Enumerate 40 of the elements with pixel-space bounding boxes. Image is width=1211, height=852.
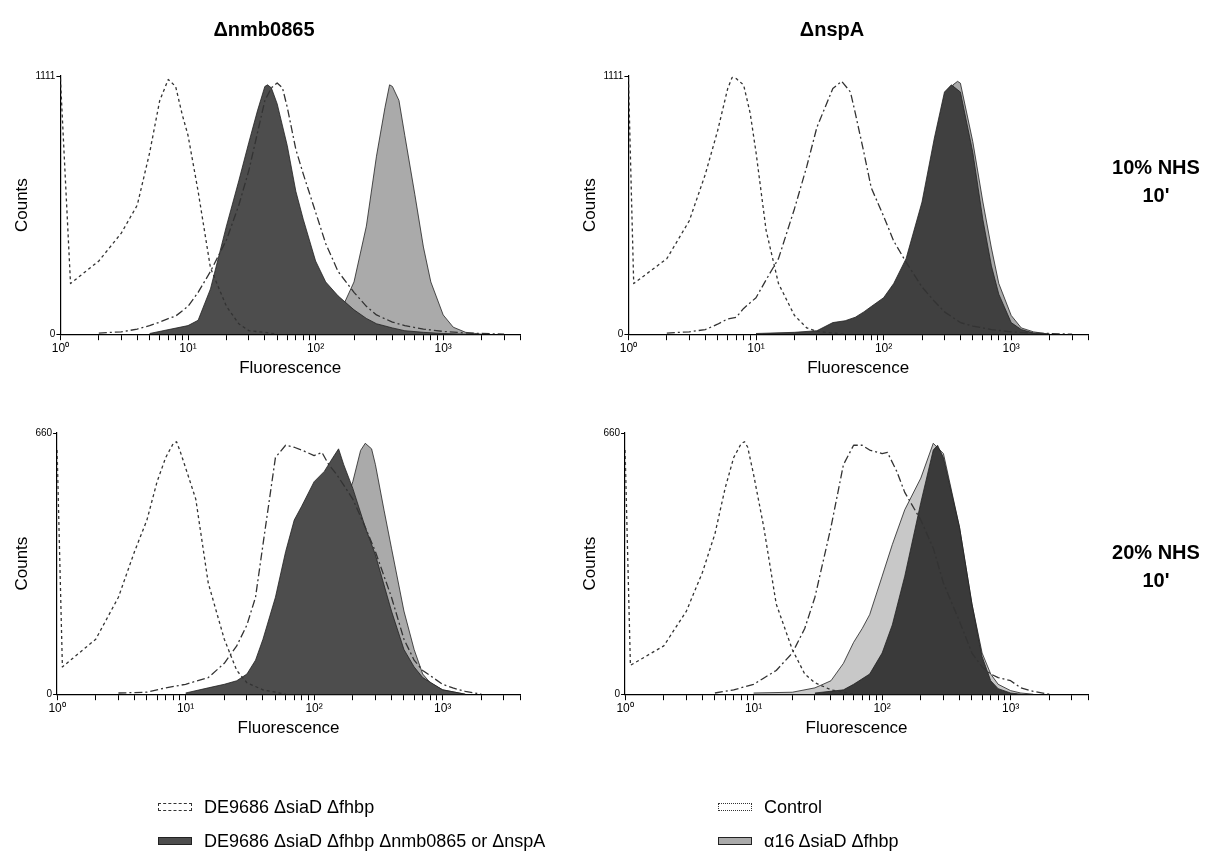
x-axis-title: Fluorescence [805,718,908,738]
x-tick-label: 10² [305,700,323,715]
text: 10% NHS 10' [1111,155,1201,208]
x-tick-label: 10³ [1001,700,1020,715]
x-tick-label: 10³ [1002,340,1020,355]
y-axis-title: Counts [579,178,599,233]
y-axis-title: Counts [579,536,599,591]
x-tick-label: 10³ [433,700,452,715]
legend-label: α16 ΔsiaD Δfhbp [764,830,899,852]
legend-label: DE9686 ΔsiaD Δfhbp Δnmb0865 or ΔnspA [204,830,546,852]
text: 20% NHS 10' [1111,540,1201,593]
y-tick-label: 0 [617,327,624,339]
y-tick-label: 660 [603,426,621,438]
chart-title: Δnmb0865 [213,17,315,40]
y-axis-title: Counts [11,178,31,233]
x-tick-label: 10² [873,700,891,715]
x-tick-label: 10¹ [179,340,197,355]
chart-title: ΔnspA [799,17,865,40]
x-tick-label: 10² [306,340,325,355]
x-tick-label: 10⁰ [619,340,638,355]
x-tick-label: 10¹ [176,700,195,715]
x-tick-label: 10⁰ [51,340,70,355]
y-tick-label: 660 [35,426,53,438]
y-tick-label: 0 [614,687,621,699]
legend-label: Control [764,796,823,818]
x-tick-label: 10⁰ [48,700,66,715]
x-axis-title: Fluorescence [239,358,342,378]
x-tick-label: 10³ [434,340,452,355]
x-axis-title: Fluorescence [807,358,910,378]
x-tick-label: 10⁰ [616,700,634,715]
x-tick-label: 10¹ [747,340,765,355]
x-tick-label: 10¹ [744,700,763,715]
y-tick-label: 0 [46,687,53,699]
y-axis-title: Counts [11,536,31,591]
y-tick-label: 1111 [603,69,624,81]
y-tick-label: 1111 [35,69,56,81]
legend-label: DE9686 ΔsiaD Δfhbp [204,796,375,818]
x-axis-title: Fluorescence [237,718,340,738]
y-tick-label: 0 [49,327,56,339]
x-tick-label: 10² [874,340,893,355]
